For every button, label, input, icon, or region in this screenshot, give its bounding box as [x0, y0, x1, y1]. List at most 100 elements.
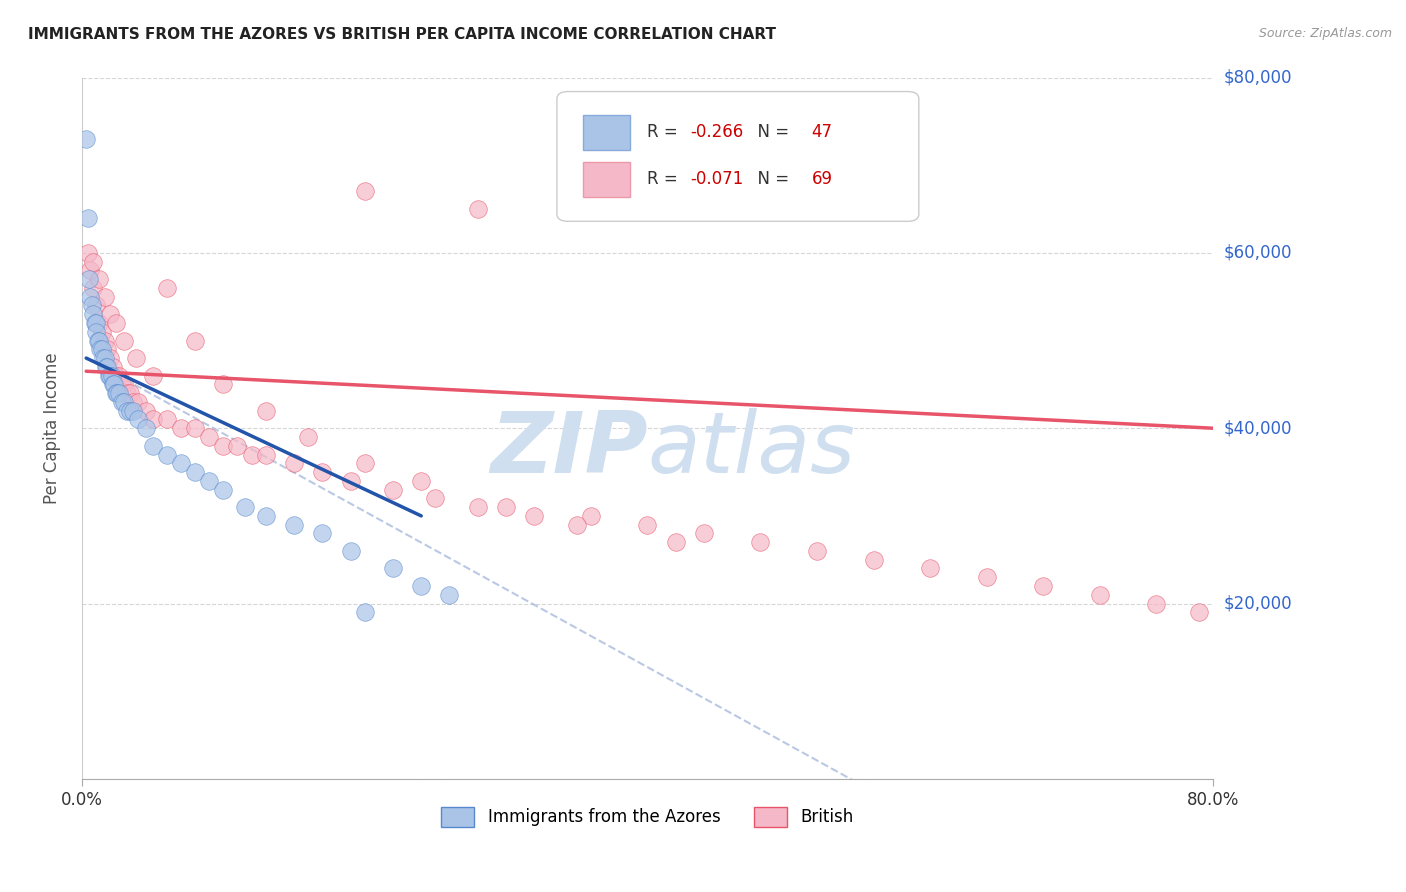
Point — [87, 272, 110, 286]
Point — [128, 395, 150, 409]
Point — [212, 483, 235, 497]
Legend: Immigrants from the Azores, British: Immigrants from the Azores, British — [434, 800, 860, 834]
Point — [98, 368, 121, 383]
Point — [121, 395, 143, 409]
Point — [80, 298, 103, 312]
Point — [103, 377, 125, 392]
Point — [142, 368, 165, 383]
Point — [1188, 605, 1211, 619]
Point — [156, 448, 179, 462]
Point — [142, 439, 165, 453]
Point — [170, 456, 193, 470]
Point — [212, 377, 235, 392]
Text: IMMIGRANTS FROM THE AZORES VS BRITISH PER CAPITA INCOME CORRELATION CHART: IMMIGRANTS FROM THE AZORES VS BRITISH PE… — [28, 27, 776, 42]
Text: R =: R = — [647, 170, 683, 188]
Point — [82, 254, 104, 268]
Point — [82, 307, 104, 321]
Point — [381, 483, 404, 497]
Point — [467, 500, 489, 515]
Point — [86, 334, 108, 348]
Point — [112, 377, 135, 392]
Point — [98, 351, 121, 365]
Point — [425, 491, 447, 506]
FancyBboxPatch shape — [557, 92, 918, 221]
Point — [353, 456, 375, 470]
Text: ZIP: ZIP — [489, 408, 647, 491]
Point — [93, 290, 115, 304]
Point — [135, 403, 157, 417]
Point — [76, 211, 98, 225]
Point — [198, 474, 221, 488]
Point — [920, 561, 942, 575]
Point — [124, 351, 146, 365]
Point — [87, 316, 110, 330]
Point — [665, 535, 688, 549]
Point — [112, 395, 135, 409]
Point — [84, 325, 107, 339]
Point — [1032, 579, 1054, 593]
Point — [121, 403, 143, 417]
Text: 69: 69 — [811, 170, 832, 188]
Point — [90, 325, 112, 339]
Point — [749, 535, 772, 549]
Point — [283, 456, 305, 470]
Point — [97, 368, 120, 383]
Point — [82, 281, 104, 295]
Point — [96, 343, 118, 357]
Bar — [583, 161, 630, 197]
Point — [311, 465, 333, 479]
Text: $80,000: $80,000 — [1225, 69, 1292, 87]
Point — [75, 132, 97, 146]
Point — [523, 508, 546, 523]
Point — [439, 588, 461, 602]
Point — [233, 500, 256, 515]
Text: N =: N = — [747, 123, 794, 141]
Point — [254, 508, 277, 523]
Point — [198, 430, 221, 444]
Point — [311, 526, 333, 541]
Text: atlas: atlas — [647, 408, 855, 491]
Point — [118, 403, 141, 417]
Text: -0.266: -0.266 — [690, 123, 744, 141]
Point — [93, 351, 115, 365]
Point — [976, 570, 998, 584]
Point — [115, 403, 138, 417]
Point — [467, 202, 489, 216]
Point — [89, 343, 111, 357]
Bar — [583, 115, 630, 150]
Point — [101, 377, 124, 392]
Point — [84, 298, 107, 312]
Text: N =: N = — [747, 170, 794, 188]
Point — [104, 368, 127, 383]
Point — [105, 386, 128, 401]
Point — [339, 544, 361, 558]
Point — [156, 281, 179, 295]
Point — [381, 561, 404, 575]
Point — [297, 430, 319, 444]
Point — [93, 334, 115, 348]
Point — [184, 421, 207, 435]
Point — [1144, 597, 1167, 611]
Point — [115, 386, 138, 401]
Text: $60,000: $60,000 — [1225, 244, 1292, 262]
Point — [170, 421, 193, 435]
Point — [84, 316, 107, 330]
Y-axis label: Per Capita Income: Per Capita Income — [44, 352, 60, 504]
Point — [79, 263, 101, 277]
Point — [339, 474, 361, 488]
Point — [353, 605, 375, 619]
Point — [98, 307, 121, 321]
Point — [579, 508, 602, 523]
Point — [636, 517, 658, 532]
Text: -0.071: -0.071 — [690, 170, 744, 188]
Point — [693, 526, 716, 541]
Text: R =: R = — [647, 123, 683, 141]
Point — [107, 368, 129, 383]
Point — [76, 245, 98, 260]
Point — [411, 579, 433, 593]
Point — [226, 439, 249, 453]
Point — [184, 465, 207, 479]
Text: 47: 47 — [811, 123, 832, 141]
Point — [118, 386, 141, 401]
Point — [184, 334, 207, 348]
